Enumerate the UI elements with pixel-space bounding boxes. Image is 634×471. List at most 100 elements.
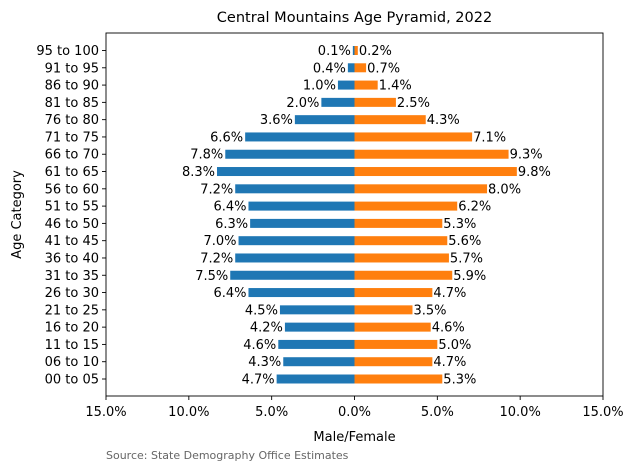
y-tick-label: 91 to 95: [45, 61, 99, 76]
y-axis-label: Age Category: [10, 170, 25, 259]
y-tick-label: 95 to 100: [36, 44, 99, 59]
male-data-label: 6.4%: [213, 286, 246, 301]
female-data-label: 0.2%: [359, 44, 392, 59]
female-data-label: 9.8%: [518, 165, 551, 180]
male-bar: [321, 97, 355, 107]
male-data-label: 7.5%: [195, 269, 228, 284]
female-data-label: 2.5%: [397, 96, 430, 111]
x-tick-label: 15.0%: [582, 405, 623, 420]
male-data-label: 6.3%: [215, 217, 248, 232]
male-data-label: 4.7%: [242, 373, 275, 388]
x-tick-label: 15.0%: [85, 405, 126, 420]
female-bar: [354, 270, 453, 280]
y-tick-label: 11 to 15: [45, 338, 99, 353]
female-bar: [354, 80, 378, 90]
male-bar: [238, 236, 355, 246]
y-tick-label: 36 to 40: [45, 251, 99, 266]
female-data-label: 3.5%: [413, 303, 446, 318]
chart-title: Central Mountains Age Pyramid, 2022: [217, 10, 492, 26]
female-bar: [354, 63, 367, 73]
female-data-label: 5.3%: [443, 217, 476, 232]
male-data-label: 2.0%: [286, 96, 319, 111]
male-data-label: 7.0%: [204, 234, 237, 249]
female-data-label: 4.7%: [433, 286, 466, 301]
y-tick-label: 61 to 65: [45, 165, 99, 180]
male-data-label: 8.3%: [182, 165, 215, 180]
y-tick-label: 31 to 35: [45, 269, 99, 284]
male-bar: [294, 115, 355, 125]
male-bar: [248, 288, 355, 298]
x-tick-label: 5.0%: [421, 405, 454, 420]
male-bar: [347, 63, 355, 73]
female-bar: [354, 253, 449, 263]
male-data-label: 4.3%: [248, 355, 281, 370]
male-data-label: 0.4%: [313, 61, 346, 76]
female-bar: [354, 339, 438, 349]
male-bar: [352, 46, 355, 55]
bars-group: [216, 46, 517, 384]
x-axis-ticks: 15.0% 10.0% 5.0% 0.0% 5.0% 10.0% 15.0%: [85, 396, 624, 420]
y-tick-label: 71 to 75: [45, 130, 99, 145]
male-bar: [245, 132, 355, 142]
female-bar: [354, 167, 517, 177]
female-bar: [354, 46, 358, 55]
male-data-label: 4.5%: [245, 303, 278, 318]
x-tick-label: 10.0%: [500, 405, 541, 420]
female-data-label: 6.2%: [458, 200, 491, 215]
y-tick-label: 81 to 85: [45, 96, 99, 111]
female-data-label: 4.3%: [427, 113, 460, 128]
y-tick-label: 86 to 90: [45, 79, 99, 94]
male-data-label: 4.2%: [250, 321, 283, 336]
x-tick-label: 10.0%: [168, 405, 209, 420]
y-tick-label: 46 to 50: [45, 217, 99, 232]
male-bar: [276, 374, 355, 384]
y-tick-label: 56 to 60: [45, 182, 99, 197]
y-tick-label: 41 to 45: [45, 234, 99, 249]
male-bar: [235, 253, 355, 263]
male-bar: [225, 149, 355, 159]
male-bar: [284, 322, 355, 332]
y-tick-label: 16 to 20: [45, 321, 99, 336]
male-data-label: 6.6%: [210, 130, 243, 145]
female-bar: [354, 288, 433, 298]
male-data-label: 6.4%: [213, 200, 246, 215]
male-data-label: 7.8%: [190, 148, 223, 163]
female-data-label: 5.9%: [453, 269, 486, 284]
female-data-label: 5.6%: [448, 234, 481, 249]
male-bar: [250, 218, 355, 228]
female-bar: [354, 184, 488, 194]
male-data-label: 0.1%: [318, 44, 351, 59]
male-data-label: 7.2%: [200, 182, 233, 197]
male-bar: [216, 167, 355, 177]
female-bar: [354, 218, 443, 228]
female-data-label: 9.3%: [510, 148, 543, 163]
male-bar: [235, 184, 355, 194]
female-data-label: 4.7%: [433, 355, 466, 370]
x-tick-label: 0.0%: [338, 405, 371, 420]
y-axis-ticks: 00 to 05 06 to 10 11 to 15 16 to 20 21 to 25…: [36, 44, 106, 388]
x-tick-label: 5.0%: [255, 405, 288, 420]
male-bar: [230, 270, 355, 280]
female-bar: [354, 322, 431, 332]
female-bar: [354, 201, 458, 211]
y-tick-label: 06 to 10: [45, 355, 99, 370]
female-data-label: 7.1%: [473, 130, 506, 145]
female-data-label: 5.3%: [443, 373, 476, 388]
female-bar: [354, 357, 433, 367]
male-data-label: 4.6%: [243, 338, 276, 353]
female-data-label: 4.6%: [432, 321, 465, 336]
plot-frame: [105, 32, 604, 397]
male-bar: [337, 80, 355, 90]
female-bar: [354, 132, 473, 142]
male-bar: [278, 339, 355, 349]
y-tick-label: 66 to 70: [45, 148, 99, 163]
male-data-label: 7.2%: [200, 251, 233, 266]
male-bar: [248, 201, 355, 211]
female-data-label: 1.4%: [379, 79, 412, 94]
male-data-label: 3.6%: [260, 113, 293, 128]
female-bar: [354, 115, 426, 125]
female-data-label: 5.0%: [438, 338, 471, 353]
female-bar: [354, 97, 396, 107]
y-tick-label: 76 to 80: [45, 113, 99, 128]
